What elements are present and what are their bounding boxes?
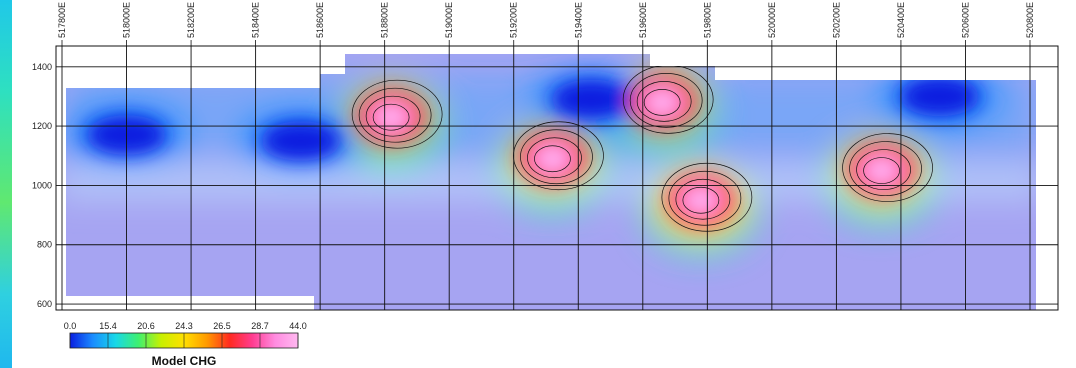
contour-line <box>668 170 742 226</box>
contour-line <box>675 178 731 220</box>
y-tick-label: 1000 <box>32 180 52 190</box>
y-tick-label: 1400 <box>32 62 52 72</box>
anomaly-core <box>684 188 717 213</box>
contour-line <box>849 141 922 196</box>
colorbar-tick-label: 0.0 <box>64 321 77 331</box>
contour-line <box>643 89 681 116</box>
x-tick-label: 519800E <box>702 2 712 38</box>
contour-line <box>527 137 582 179</box>
x-tick-label: 518400E <box>251 2 261 38</box>
colorbar-tick-label: 44.0 <box>289 321 307 331</box>
x-tick-label: 520000E <box>767 2 777 38</box>
contour-line <box>682 186 720 214</box>
colorbar-tick-label: 20.6 <box>137 321 155 331</box>
contour-line <box>842 133 933 202</box>
low-zone-core <box>551 79 632 120</box>
contour-line <box>636 81 692 122</box>
contour-line <box>520 129 593 185</box>
colorbar-tick-label: 26.5 <box>213 321 231 331</box>
colorbar-tick-label: 28.7 <box>251 321 269 331</box>
contour-line <box>372 103 410 131</box>
contour-line <box>365 95 421 137</box>
uncovered-area <box>58 296 314 316</box>
grid-lines <box>56 46 1058 310</box>
colorbar-tick-label: 24.3 <box>175 321 193 331</box>
plot-frame <box>55 45 1059 311</box>
x-tick-label: 518000E <box>122 2 132 38</box>
colorbar-tick-label: 15.4 <box>99 321 117 331</box>
x-tick-label: 519000E <box>444 2 454 38</box>
contour-line <box>856 149 911 190</box>
y-tick-label: 600 <box>37 299 52 309</box>
x-tick-label: 520600E <box>960 2 970 38</box>
contour-line <box>629 73 703 128</box>
anomaly-core <box>865 158 898 183</box>
anomaly-core <box>536 146 569 171</box>
anomaly-core <box>646 90 679 115</box>
x-tick-label: 519200E <box>509 2 519 38</box>
x-tick-label: 519400E <box>573 2 583 38</box>
contour-line <box>351 79 443 149</box>
x-tick-label: 520400E <box>896 2 906 38</box>
contour-line <box>863 157 900 184</box>
x-tick-label: 519600E <box>638 2 648 38</box>
x-tick-label: 518600E <box>315 2 325 38</box>
model-section <box>66 54 1036 310</box>
colorbar-legend: 0.0 15.4 20.6 24.3 26.5 28.7 44.0 Model CHG <box>64 321 307 368</box>
adjacent-panel-edge <box>0 0 12 368</box>
x-axis: 517800E 518000E 518200E 518400E 518600E 51880… <box>57 2 1035 46</box>
x-tick-label: 517800E <box>57 2 67 38</box>
anomaly-core <box>375 105 408 130</box>
y-tick-label: 1200 <box>32 121 52 131</box>
x-tick-label: 520800E <box>1025 2 1035 38</box>
plot-border <box>55 45 1059 311</box>
y-tick-label: 800 <box>37 240 52 250</box>
y-axis: 600 800 1000 1200 1400 <box>32 62 52 309</box>
low-zone-core <box>260 120 341 161</box>
x-tick-label: 518200E <box>186 2 196 38</box>
x-tick-label: 518800E <box>380 2 390 38</box>
contour-line <box>534 145 571 173</box>
low-zone-core <box>899 76 980 117</box>
contour-line <box>358 87 432 143</box>
colorbar-title: Model CHG <box>152 354 217 368</box>
contour-line <box>661 162 753 232</box>
x-tick-label: 520200E <box>831 2 841 38</box>
